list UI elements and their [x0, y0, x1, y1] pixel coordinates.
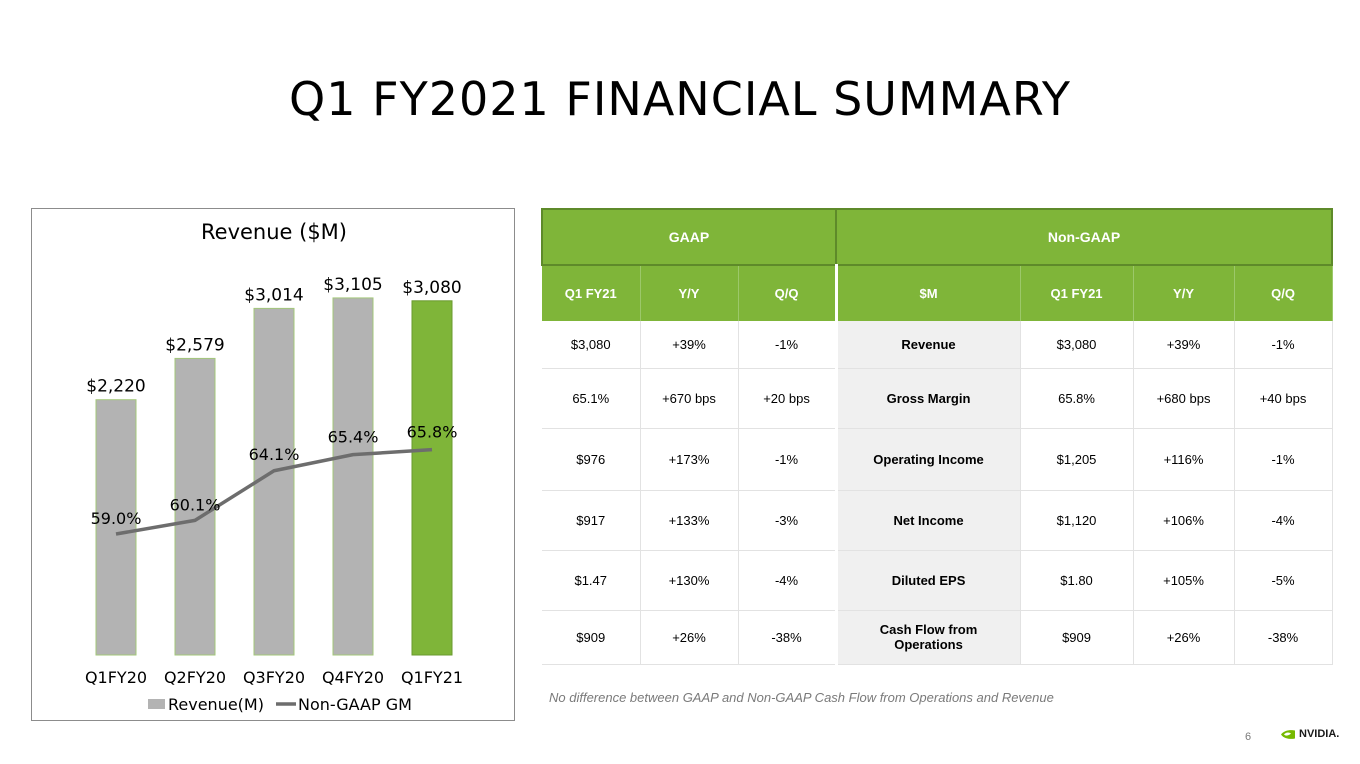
category-label: Q1FY21	[401, 668, 463, 687]
metric-label: Net Income	[834, 490, 1021, 551]
table-cell: -1%	[738, 428, 837, 491]
gm-data-label: 59.0%	[91, 509, 142, 528]
column-header: Y/Y	[640, 265, 739, 321]
group-header-row: GAAP Non-GAAP	[540, 208, 1334, 266]
legend-label: Non-GAAP GM	[298, 695, 412, 714]
table-cell: -4%	[1234, 490, 1333, 551]
table-cell: +133%	[640, 490, 739, 551]
table-cell: +670 bps	[640, 368, 739, 429]
nvidia-eye-icon	[1281, 729, 1295, 739]
table-cell: +26%	[1133, 610, 1235, 665]
nvidia-logo: NVIDIA.	[1280, 728, 1339, 740]
table-cell: $976	[542, 428, 641, 491]
revenue-bar	[253, 307, 295, 656]
category-label: Q4FY20	[322, 668, 384, 687]
revenue-data-label: $3,014	[244, 285, 303, 305]
legend-bar-swatch	[148, 699, 165, 709]
gm-data-label: 65.8%	[407, 423, 458, 442]
metric-label: Diluted EPS	[834, 550, 1021, 611]
table-cell: +106%	[1133, 490, 1235, 551]
revenue-bar	[411, 300, 453, 656]
table-cell: $1.80	[1020, 550, 1134, 611]
page-title: Q1 FY2021 FINANCIAL SUMMARY	[289, 72, 1071, 126]
column-header: Q/Q	[738, 265, 838, 321]
revenue-data-label: $2,579	[165, 335, 224, 355]
legend-label: Revenue(M)	[168, 695, 264, 714]
table-cell: $1,120	[1020, 490, 1134, 551]
table-cell: $917	[542, 490, 641, 551]
logo-text: NVIDIA.	[1299, 728, 1340, 740]
category-label: Q3FY20	[243, 668, 305, 687]
revenue-bar	[332, 297, 374, 656]
table-cell: $1.47	[542, 550, 641, 611]
chart-title: Revenue ($M)	[201, 220, 347, 244]
table-cell: +20 bps	[738, 368, 837, 429]
category-label: Q2FY20	[164, 668, 226, 687]
table-cell: +116%	[1133, 428, 1235, 491]
table-cell: $3,080	[1020, 321, 1134, 369]
metric-label: Cash Flow from Operations	[834, 610, 1021, 665]
table-cell: +39%	[640, 321, 739, 369]
table-cell: +105%	[1133, 550, 1235, 611]
revenue-data-label: $3,105	[323, 275, 382, 295]
revenue-chart: Revenue ($M) $2,220 $2,579 $3,014 $3,105 $3,0…	[31, 208, 515, 721]
table-cell: -1%	[1234, 321, 1333, 369]
table-row: $976 +173% -1% Operating Income $1,205 +…	[542, 428, 1333, 491]
table-cell: +173%	[640, 428, 739, 491]
table-cell: $909	[542, 610, 641, 665]
table-row: $1.47 +130% -4% Diluted EPS $1.80 +105% …	[542, 550, 1333, 611]
gm-data-label: 64.1%	[249, 445, 300, 464]
revenue-chart-svg: Revenue ($M) $2,220 $2,579 $3,014 $3,105 $3,0…	[85, 220, 463, 714]
revenue-bar	[95, 399, 137, 656]
table-cell: -38%	[1234, 610, 1333, 665]
metric-label: Gross Margin	[834, 368, 1021, 429]
column-header: Q1 FY21	[542, 265, 641, 321]
revenue-bar	[174, 357, 216, 656]
table-cell: -3%	[738, 490, 837, 551]
column-header: $M	[836, 265, 1021, 321]
column-header: Y/Y	[1133, 265, 1235, 321]
column-header-row: Q1 FY21 Y/Y Q/Q $M Q1 FY21 Y/Y Q/Q	[542, 265, 1333, 321]
nongaap-group-header: Non-GAAP	[835, 208, 1334, 266]
table-cell: 65.1%	[542, 368, 641, 429]
gm-data-label: 60.1%	[170, 495, 221, 514]
table-cell: +39%	[1133, 321, 1235, 369]
page-number: 6	[1245, 731, 1252, 743]
gm-data-label: 65.4%	[328, 428, 379, 447]
table-cell: +680 bps	[1133, 368, 1235, 429]
gaap-group-header: GAAP	[540, 208, 838, 266]
table-row: $917 +133% -3% Net Income $1,120 +106% -…	[542, 490, 1333, 551]
table-cell: +26%	[640, 610, 739, 665]
table-cell: +130%	[640, 550, 739, 611]
table-cell: -5%	[1234, 550, 1333, 611]
footnote: No difference between GAAP and Non-GAAP …	[549, 690, 1054, 705]
table-cell: $909	[1020, 610, 1134, 665]
table-cell: -1%	[1234, 428, 1333, 491]
metric-label: Operating Income	[834, 428, 1021, 491]
table-cell: 65.8%	[1020, 368, 1134, 429]
table-cell: -1%	[738, 321, 837, 369]
table-cell: -38%	[738, 610, 837, 665]
column-header: Q1 FY21	[1020, 265, 1134, 321]
table-cell: +40 bps	[1234, 368, 1333, 429]
table-cell: $1,205	[1020, 428, 1134, 491]
column-header: Q/Q	[1234, 265, 1333, 321]
table-cell: -4%	[738, 550, 837, 611]
table-row: $3,080 +39% -1% Revenue $3,080 +39% -1%	[542, 321, 1333, 369]
table-cell: $3,080	[542, 321, 641, 369]
table-row: 65.1% +670 bps +20 bps Gross Margin 65.8…	[542, 368, 1333, 429]
gm-line	[115, 447, 433, 536]
revenue-data-label: $3,080	[402, 278, 461, 298]
table-row: $909 +26% -38% Cash Flow from Operations…	[542, 610, 1333, 665]
revenue-data-label: $2,220	[86, 377, 145, 397]
category-label: Q1FY20	[85, 668, 147, 687]
metric-label: Revenue	[834, 321, 1021, 369]
financial-summary-table: GAAP Non-GAAP Q1 FY21 Y/Y Q/Q $M Q1 FY21…	[540, 208, 1334, 665]
